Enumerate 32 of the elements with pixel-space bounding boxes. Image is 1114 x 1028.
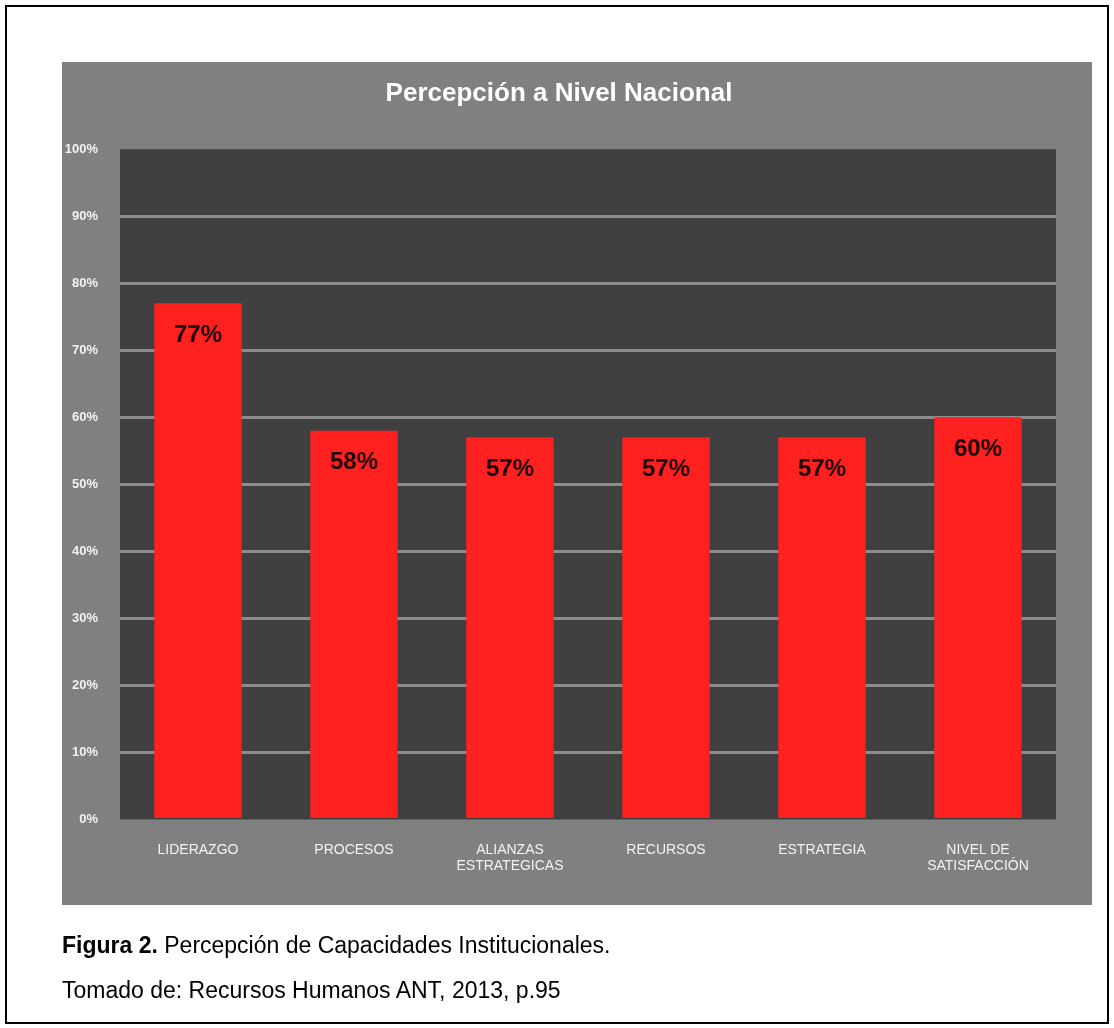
- data-label: 58%: [329, 447, 379, 475]
- bar: [466, 437, 554, 818]
- y-tick-label: 50%: [71, 475, 99, 491]
- data-label: 57%: [797, 454, 847, 482]
- bar: [310, 430, 398, 818]
- chart-title: Percepción a Nivel Nacional: [385, 76, 733, 107]
- bar: [622, 437, 710, 818]
- bar: [778, 437, 866, 818]
- text: Tomado de: Recursos Humanos ANT, 2013, p.95: [62, 976, 561, 1004]
- data-label: 60%: [953, 433, 1003, 461]
- x-tick-label: ALIANZAS ESTRATEGICAS: [456, 840, 564, 874]
- x-tick-label: RECURSOS: [626, 840, 706, 857]
- data-label: 77%: [173, 319, 223, 347]
- bar: [154, 303, 242, 818]
- y-tick-label: 80%: [71, 274, 99, 290]
- x-tick-label: ESTRATEGIA: [778, 840, 867, 857]
- y-tick-label: 10%: [71, 743, 99, 759]
- text: Figura 2. Percepción de Capacidades Institucionales.: [62, 931, 611, 959]
- y-tick-label: 40%: [71, 542, 99, 558]
- y-tick-label: 60%: [71, 408, 99, 424]
- x-tick-label: PROCESOS: [314, 840, 394, 857]
- y-tick-label: 100%: [64, 140, 99, 156]
- data-label: 57%: [485, 454, 535, 482]
- y-tick-label: 30%: [71, 609, 99, 625]
- y-tick-label: 90%: [71, 207, 99, 223]
- y-tick-label: 20%: [71, 676, 99, 692]
- x-tick-label: NIVEL DE SATISFACCIÓN: [927, 840, 1029, 874]
- y-tick-label: 0%: [79, 810, 99, 826]
- data-label: 57%: [641, 454, 691, 482]
- y-tick-label: 70%: [71, 341, 99, 357]
- x-tick-label: LIDERAZGO: [157, 840, 239, 857]
- bar: [934, 417, 1022, 818]
